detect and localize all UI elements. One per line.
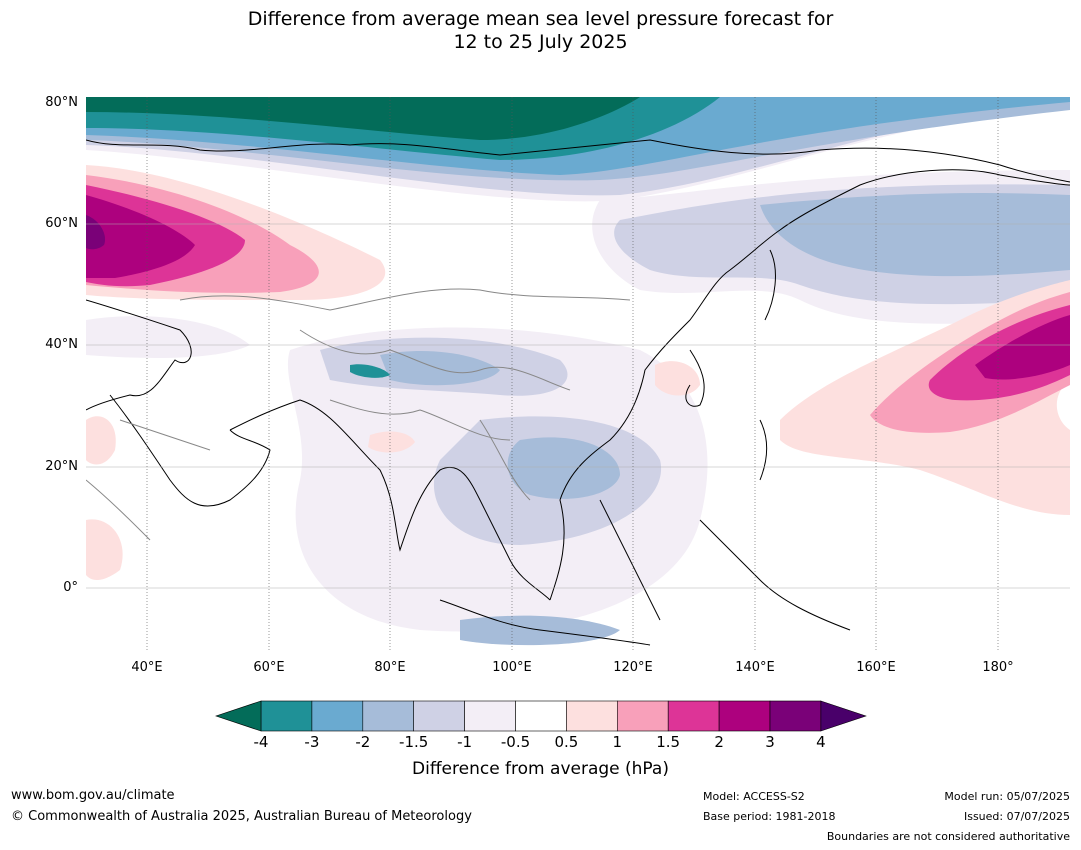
- arctic-low-anomaly: [86, 97, 1070, 202]
- lon-label-120e: 120°E: [613, 660, 653, 675]
- colorbar-segment: [260, 700, 313, 732]
- country-boundaries: [86, 288, 631, 541]
- west-russia-high-anomaly: [86, 165, 386, 300]
- lon-label-160e: 160°E: [856, 660, 896, 675]
- colorbar-tick-label: -3: [304, 733, 320, 751]
- colorbar-segment: [667, 700, 720, 732]
- copyright-text: © Commonwealth of Australia 2025, Austra…: [11, 809, 472, 824]
- lon-label-100e: 100°E: [492, 660, 532, 675]
- colorbar-tick-label: 0.5: [554, 733, 579, 751]
- colorbar-tick-label: 1: [612, 733, 623, 751]
- colorbar-tick-label: 1.5: [656, 733, 681, 751]
- title-line-1: Difference from average mean sea level p…: [247, 8, 834, 30]
- lon-label-180: 180°: [982, 660, 1014, 675]
- colorbar-over-arrow: [820, 700, 867, 732]
- east-africa-positive-patch: [86, 519, 123, 580]
- colorbar-segment: [718, 700, 771, 732]
- india-positive-patch: [368, 431, 415, 453]
- colorbar-segment: [464, 700, 516, 732]
- lon-label-40e: 40°E: [131, 660, 163, 675]
- colorbar-tick-label: -4: [253, 733, 269, 751]
- colorbar-tick-label: -1.5: [399, 733, 429, 751]
- model-name: Model: ACCESS-S2: [703, 790, 805, 803]
- colorbar-label: Difference from average (hPa): [412, 759, 669, 779]
- pressure-anomaly-map: [86, 97, 1070, 650]
- lat-label-0: 0°: [63, 580, 78, 595]
- gridlines: [86, 97, 1070, 650]
- colorbar-segment: [413, 700, 465, 732]
- lon-label-140e: 140°E: [735, 660, 775, 675]
- base-period: Base period: 1981-2018: [703, 810, 836, 823]
- model-run-date: Model run: 05/07/2025: [944, 790, 1070, 803]
- colorbar-tick-label: 3: [765, 733, 775, 751]
- colorbar-segment: [616, 700, 669, 732]
- boundaries-disclaimer: Boundaries are not considered authoritat…: [826, 830, 1070, 843]
- africa-positive-patch: [86, 416, 116, 465]
- website-link[interactable]: www.bom.gov.au/climate: [11, 788, 175, 803]
- asia-negative: [86, 316, 708, 646]
- north-pacific-negative: [592, 170, 1070, 324]
- lat-label-80n: 80°N: [45, 95, 78, 110]
- colorbar-segment: [362, 700, 414, 732]
- issued-date: Issued: 07/07/2025: [963, 810, 1070, 823]
- colorbar-tick-label: -2: [355, 733, 371, 751]
- colorbar-segment: [311, 700, 364, 732]
- colorbar-segment: [769, 700, 822, 732]
- lon-label-80e: 80°E: [374, 660, 406, 675]
- title-line-2: 12 to 25 July 2025: [453, 31, 628, 53]
- chart-title: Difference from average mean sea level p…: [0, 8, 1081, 54]
- colorbar-tick-label: -1: [457, 733, 473, 751]
- colorbar-segment: [566, 700, 618, 732]
- colorbar-tick-label: 4: [816, 733, 826, 751]
- north-pacific-high-anomaly: [780, 280, 1070, 515]
- colorbar-segment: [515, 700, 567, 732]
- lat-label-40n: 40°N: [45, 337, 78, 352]
- colorbar-under-arrow: [215, 700, 262, 732]
- lat-label-60n: 60°N: [45, 216, 78, 231]
- lon-label-60e: 60°E: [253, 660, 285, 675]
- lat-label-20n: 20°N: [45, 459, 78, 474]
- colorbar-tick-label: 2: [714, 733, 724, 751]
- colorbar-tick-label: -0.5: [500, 733, 531, 751]
